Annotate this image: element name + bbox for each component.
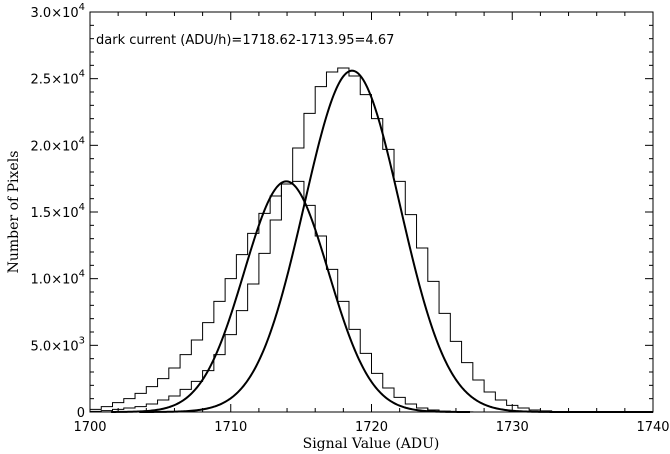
gaussian-fit-curve-1 [111,180,471,413]
series-layer [89,67,653,413]
y-tick-label: 2.5×104 [31,69,85,88]
y-tick-label: 5.0×103 [31,335,85,354]
histogram-series-2 [89,67,575,413]
y-tick-label: 1.0×104 [31,269,85,288]
x-axis-title: Signal Value (ADU) [303,436,440,452]
y-axis-title: Number of Pixels [6,151,22,274]
x-tick-label: 1710 [214,420,247,435]
y-tick-mantissa: 2.0×10 [31,139,79,154]
y-tick-mantissa: 3.0×10 [31,6,79,21]
gaussian-fit-curve-2 [139,69,653,413]
x-tick-label: 1740 [636,420,669,435]
x-tick-label: 1700 [73,420,106,435]
plot-frame [89,11,654,413]
y-tick-mantissa: 0 [77,406,85,421]
y-tick-label: 2.0×104 [31,135,85,154]
x-tick-label: 1720 [355,420,388,435]
y-tick-exponent: 4 [79,202,85,213]
y-tick-label: 0 [77,406,85,421]
y-tick-mantissa: 1.0×10 [31,273,79,288]
y-tick-exponent: 3 [79,335,85,346]
y-tick-mantissa: 1.5×10 [31,206,79,221]
x-tick-label: 1730 [496,420,529,435]
y-tick-mantissa: 5.0×10 [31,339,79,354]
y-tick-exponent: 4 [79,69,85,80]
y-tick-exponent: 4 [79,269,85,280]
y-tick-exponent: 4 [79,135,85,146]
y-tick-exponent: 4 [79,2,85,13]
y-tick-label: 3.0×104 [31,2,85,21]
annotation: dark current (ADU/h)=1718.62-1713.95=4.6… [96,33,394,48]
y-tick-label: 1.5×104 [31,202,85,221]
ticks-layer: 1700 1710 1720 1730 174005.0×1031.0×1041.5×1… [31,2,670,435]
y-tick-mantissa: 2.5×10 [31,73,79,88]
